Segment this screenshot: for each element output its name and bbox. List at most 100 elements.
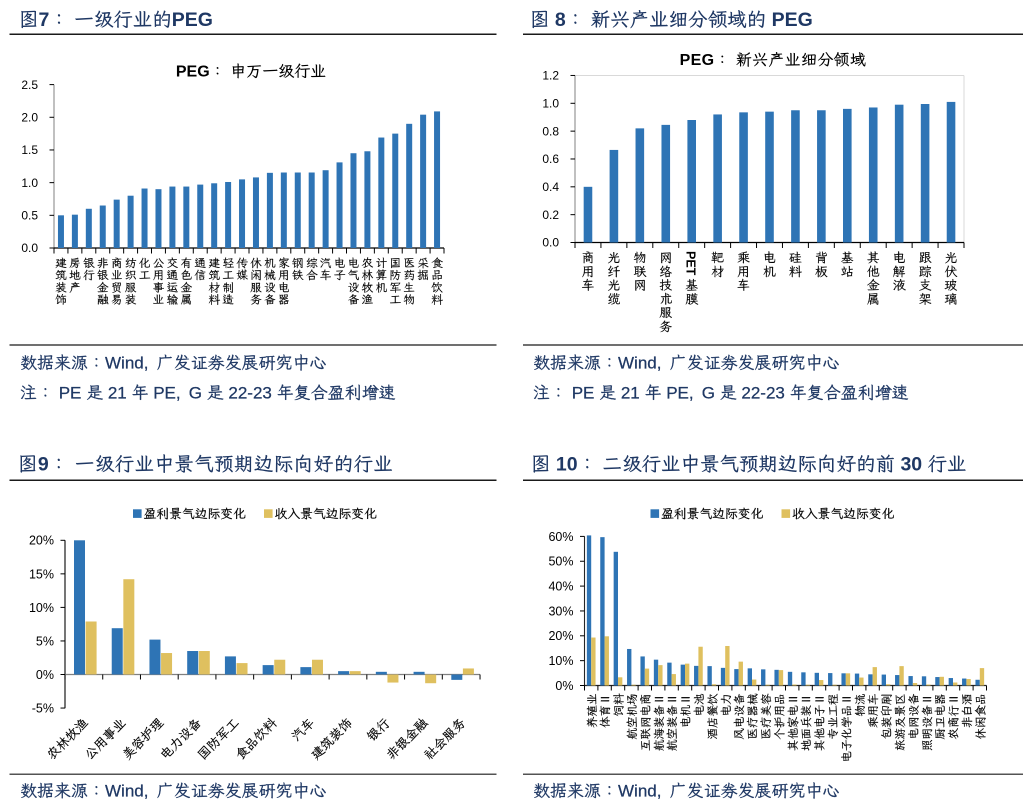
svg-text:银行: 银行 (363, 714, 393, 744)
svg-text:易: 易 (111, 293, 123, 308)
svg-text:玻: 玻 (945, 277, 958, 294)
svg-text:10%: 10% (29, 601, 54, 615)
svg-text:休闲食品: 休闲食品 (973, 694, 988, 740)
svg-text:器: 器 (278, 293, 290, 308)
svg-text:医疗美容: 医疗美容 (759, 694, 774, 740)
svg-text:设: 设 (264, 280, 276, 295)
svg-text:30%: 30% (548, 604, 573, 618)
svg-text:农商行Ⅱ: 农商行Ⅱ (947, 694, 962, 740)
svg-text:料: 料 (208, 293, 220, 308)
svg-text:综: 综 (306, 256, 318, 271)
svg-text:-5%: -5% (32, 701, 54, 715)
svg-text:网: 网 (659, 249, 672, 266)
svg-text:20%: 20% (548, 629, 573, 643)
svg-text:联: 联 (633, 263, 646, 280)
svg-text:养殖业: 养殖业 (585, 694, 600, 729)
svg-text:农: 农 (362, 256, 374, 271)
svg-text:银: 银 (97, 268, 109, 283)
svg-text:乘: 乘 (737, 249, 750, 266)
svg-text:用: 用 (737, 263, 750, 280)
svg-text:装: 装 (125, 293, 137, 308)
svg-text:酒店餐饮: 酒店餐饮 (705, 693, 720, 739)
svg-text:信: 信 (194, 268, 206, 283)
svg-text:事: 事 (153, 280, 165, 295)
svg-text:算: 算 (375, 268, 387, 283)
svg-text:食: 食 (431, 256, 443, 271)
svg-text:家: 家 (278, 256, 290, 271)
svg-text:建筑装饰: 建筑装饰 (307, 714, 356, 763)
svg-text:务: 务 (659, 318, 672, 335)
svg-text:液: 液 (893, 277, 906, 294)
svg-text:电力: 电力 (719, 694, 734, 717)
svg-text:械: 械 (264, 268, 276, 283)
svg-text:医: 医 (403, 256, 415, 271)
svg-text:0.8: 0.8 (542, 124, 559, 138)
svg-text:0.4: 0.4 (542, 180, 559, 194)
svg-text:50%: 50% (548, 555, 573, 569)
svg-text:数据来源：Wind, 广发证券发展研究中心: 数据来源：Wind, 广发证券发展研究中心 (20, 779, 327, 802)
svg-text:光: 光 (607, 249, 620, 266)
svg-text:备: 备 (348, 293, 360, 308)
svg-text:1.0: 1.0 (542, 97, 559, 111)
svg-text:乘用车: 乘用车 (866, 694, 881, 729)
svg-text:架: 架 (919, 290, 932, 307)
svg-text:料: 料 (789, 263, 803, 280)
svg-text:数据来源：Wind, 广发证券发展研究中心: 数据来源：Wind, 广发证券发展研究中心 (533, 779, 840, 802)
svg-text:金: 金 (180, 280, 192, 295)
svg-text:图9： 一级行业中景气预期边际向好的行业: 图9： 一级行业中景气预期边际向好的行业 (18, 451, 393, 477)
svg-text:业: 业 (153, 293, 165, 308)
svg-text:子: 子 (334, 268, 346, 283)
svg-text:0.0: 0.0 (21, 241, 38, 255)
svg-text:备: 备 (264, 293, 276, 308)
svg-text:站: 站 (841, 263, 854, 280)
svg-text:图 10： 二级行业中景气预期边际向好的前 30 行业: 图 10： 二级行业中景气预期边际向好的前 30 行业 (531, 451, 967, 477)
svg-text:膜: 膜 (685, 290, 699, 307)
svg-text:工: 工 (222, 268, 234, 283)
svg-text:光: 光 (945, 249, 958, 266)
svg-text:旅游及景区: 旅游及景区 (893, 694, 908, 752)
svg-text:用: 用 (278, 268, 290, 283)
svg-text:技: 技 (659, 277, 672, 294)
svg-text:40%: 40% (548, 580, 573, 594)
svg-text:盈利景气边际变化: 盈利景气边际变化 (144, 505, 247, 522)
svg-text:车: 车 (581, 277, 594, 294)
svg-text:服: 服 (659, 304, 672, 321)
svg-text:车: 车 (737, 277, 750, 294)
svg-text:物: 物 (633, 249, 646, 266)
svg-text:用: 用 (153, 268, 165, 283)
svg-text:材: 材 (208, 280, 220, 295)
svg-text:物: 物 (403, 293, 415, 308)
svg-text:数据来源：Wind, 广发证券发展研究中心: 数据来源：Wind, 广发证券发展研究中心 (20, 351, 327, 374)
svg-text:图 8： 新兴产业细分领域的 PEG: 图 8： 新兴产业细分领域的 PEG (530, 6, 813, 32)
svg-text:色: 色 (180, 268, 192, 283)
svg-text:专业工程: 专业工程 (826, 694, 841, 740)
svg-text:缆: 缆 (607, 290, 620, 307)
svg-text:制: 制 (222, 280, 234, 295)
svg-text:务: 务 (250, 293, 262, 308)
svg-text:药: 药 (403, 268, 415, 283)
svg-text:车: 车 (320, 268, 332, 283)
svg-text:产: 产 (69, 280, 81, 295)
svg-text:融: 融 (97, 293, 109, 308)
svg-text:10%: 10% (548, 654, 573, 668)
svg-text:2.5: 2.5 (21, 78, 38, 92)
svg-text:地面兵装Ⅱ: 地面兵装Ⅱ (799, 694, 814, 752)
svg-text:工: 工 (139, 268, 151, 283)
svg-text:数据来源：Wind, 广发证券发展研究中心: 数据来源：Wind, 广发证券发展研究中心 (533, 351, 840, 374)
svg-text:硅: 硅 (789, 249, 802, 266)
svg-text:PEG： 申万一级行业: PEG： 申万一级行业 (176, 60, 326, 82)
svg-text:采: 采 (417, 256, 429, 271)
svg-text:纤: 纤 (607, 263, 620, 280)
svg-text:靶: 靶 (711, 249, 724, 266)
svg-text:地: 地 (69, 268, 81, 283)
svg-text:1.0: 1.0 (21, 176, 38, 190)
svg-text:牧: 牧 (362, 280, 374, 295)
svg-text:2.0: 2.0 (21, 110, 38, 124)
svg-text:板: 板 (815, 263, 828, 280)
svg-text:机: 机 (375, 280, 387, 295)
svg-text:工: 工 (389, 293, 401, 308)
svg-text:渔: 渔 (362, 293, 374, 308)
svg-text:属: 属 (180, 293, 192, 308)
svg-text:军: 军 (389, 280, 401, 295)
svg-text:化: 化 (139, 256, 151, 271)
